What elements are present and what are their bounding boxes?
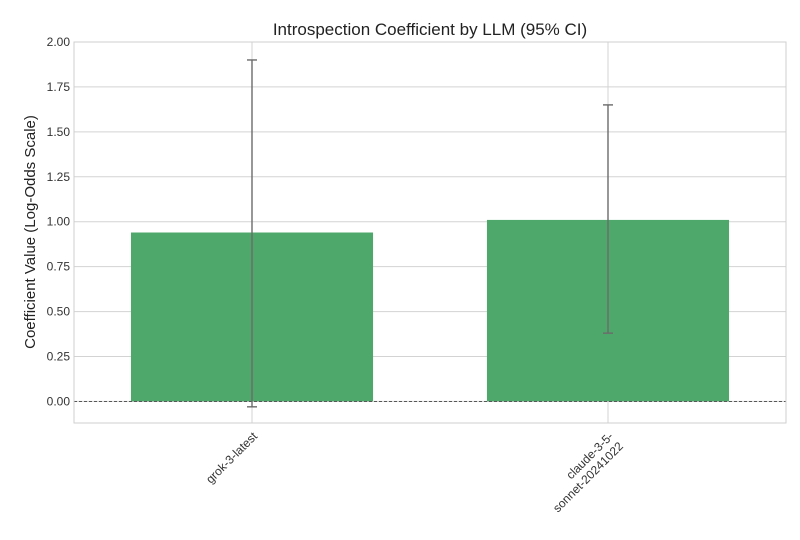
chart-title: Introspection Coefficient by LLM (95% CI… [273, 20, 587, 39]
x-tick-label: claude-3-5-sonnet-20241022 [540, 429, 626, 515]
plot-frame [73, 41, 787, 424]
y-tick-label: 1.00 [47, 215, 71, 229]
y-tick-label: 0.50 [47, 305, 71, 319]
x-tick-label-line: grok-3-latest [203, 429, 261, 487]
y-tick-label: 1.50 [47, 125, 71, 139]
y-tick-label: 0.00 [47, 394, 71, 408]
x-tick-labels: grok-3-latest claude-3-5-sonnet-20241022 [203, 429, 626, 515]
x-tick-label: grok-3-latest [203, 429, 261, 487]
y-tick-label: 0.25 [47, 350, 71, 364]
y-tick-label: 1.25 [47, 170, 71, 184]
y-axis-label: Coefficient Value (Log-Odds Scale) [22, 115, 39, 349]
bars [130, 219, 730, 402]
y-tick-label: 2.00 [47, 35, 71, 49]
y-tick-label: 1.75 [47, 80, 71, 94]
y-tick-labels: 0.00 0.25 0.50 0.75 1.00 1.25 1.50 1.75 2.00 [47, 35, 71, 408]
y-tick-label: 0.75 [47, 260, 71, 274]
error-bars [247, 59, 613, 408]
